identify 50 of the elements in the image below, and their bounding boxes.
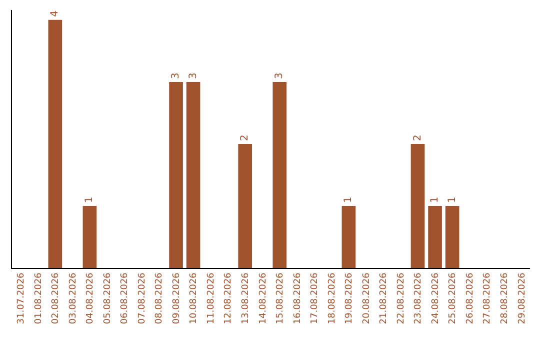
x-tick-label: 17.08.2026 — [310, 272, 320, 324]
x-tick-label: 23.08.2026 — [414, 272, 424, 324]
data-label: 3 — [170, 72, 182, 79]
x-tick-label: 02.08.2026 — [51, 272, 62, 324]
x-tick-label: 15.08.2026 — [276, 272, 286, 324]
x-tick-label: 22.08.2026 — [396, 272, 406, 324]
data-label: 2 — [240, 134, 251, 141]
data-label: 1 — [84, 196, 96, 203]
bar — [238, 144, 252, 268]
x-tick-label: 07.08.2026 — [137, 272, 148, 324]
x-tick-label: 28.08.2026 — [500, 272, 510, 324]
x-tick-label: 31.07.2026 — [16, 272, 27, 324]
x-tick-label: 10.08.2026 — [189, 272, 200, 324]
x-tick-label: 01.08.2026 — [34, 272, 44, 324]
data-label: 2 — [412, 134, 424, 141]
x-tick-label: 19.08.2026 — [344, 272, 355, 324]
x-tick-label: 25.08.2026 — [448, 272, 458, 324]
bar — [445, 206, 460, 268]
bar — [272, 82, 287, 268]
data-label: 3 — [188, 72, 199, 79]
data-label: 4 — [50, 10, 61, 17]
bar — [186, 82, 200, 268]
x-tick-label: 05.08.2026 — [102, 272, 113, 324]
bar — [82, 206, 97, 268]
x-tick-label: 08.08.2026 — [154, 272, 165, 324]
data-label: 1 — [343, 196, 354, 203]
x-tick-label: 06.08.2026 — [120, 272, 130, 324]
x-tick-label: 12.08.2026 — [224, 272, 234, 324]
x-tick-label: 24.08.2026 — [430, 272, 441, 324]
bar — [169, 82, 183, 268]
x-tick-label: 21.08.2026 — [379, 272, 390, 324]
data-label: 1 — [430, 196, 441, 203]
x-tick-label: 16.08.2026 — [292, 272, 303, 324]
x-tick-label: 14.08.2026 — [258, 272, 268, 324]
x-tick-label: 29.08.2026 — [517, 272, 528, 324]
bar — [428, 206, 442, 268]
x-tick-label: 20.08.2026 — [362, 272, 372, 324]
x-tick-label: 27.08.2026 — [482, 272, 493, 324]
x-tick-label: 18.08.2026 — [327, 272, 338, 324]
x-tick-label: 03.08.2026 — [68, 272, 78, 324]
bar — [342, 206, 356, 268]
x-tick-label: 09.08.2026 — [172, 272, 182, 324]
x-tick-label: 13.08.2026 — [241, 272, 252, 324]
x-tick-label: 04.08.2026 — [86, 272, 96, 324]
data-label: 3 — [274, 72, 286, 79]
bar — [410, 144, 425, 268]
data-label: 1 — [446, 196, 458, 203]
bar — [48, 20, 62, 268]
x-tick-label: 26.08.2026 — [465, 272, 476, 324]
x-tick-label: 11.08.2026 — [206, 272, 216, 324]
